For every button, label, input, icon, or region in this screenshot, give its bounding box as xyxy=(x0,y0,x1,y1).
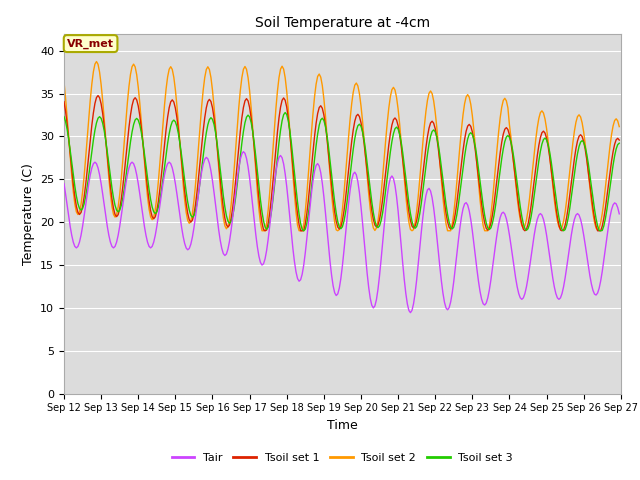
Tair xyxy=(255,253,263,259)
Tsoil set 3 xyxy=(300,228,308,234)
Tsoil set 3 xyxy=(588,184,595,190)
Tsoil set 3 xyxy=(253,168,261,174)
Tsoil set 2 xyxy=(306,151,314,156)
Tair xyxy=(246,175,253,181)
Tsoil set 2 xyxy=(258,228,266,234)
Tsoil set 3 xyxy=(306,199,314,205)
Tsoil set 3 xyxy=(128,129,136,135)
Title: Soil Temperature at -4cm: Soil Temperature at -4cm xyxy=(255,16,430,30)
Tair xyxy=(616,211,623,216)
Tsoil set 2 xyxy=(246,88,253,94)
Tsoil set 1 xyxy=(60,99,68,105)
Tsoil set 3 xyxy=(60,114,68,120)
Line: Tsoil set 2: Tsoil set 2 xyxy=(64,61,620,231)
Tsoil set 1 xyxy=(616,137,623,143)
Tsoil set 2 xyxy=(616,124,623,130)
Tsoil set 2 xyxy=(588,199,595,204)
Text: VR_met: VR_met xyxy=(67,38,114,49)
Tsoil set 3 xyxy=(244,112,252,118)
Line: Tsoil set 1: Tsoil set 1 xyxy=(64,96,620,231)
Tsoil set 2 xyxy=(60,79,68,85)
Tsoil set 3 xyxy=(226,220,234,226)
Legend: Tair, Tsoil set 1, Tsoil set 2, Tsoil set 3: Tair, Tsoil set 1, Tsoil set 2, Tsoil se… xyxy=(167,448,518,467)
Tsoil set 1 xyxy=(94,93,102,98)
Tsoil set 1 xyxy=(306,181,314,187)
Tsoil set 1 xyxy=(588,193,595,199)
Tsoil set 1 xyxy=(255,195,263,201)
Tair xyxy=(305,220,312,226)
Tsoil set 2 xyxy=(93,59,100,64)
Line: Tsoil set 3: Tsoil set 3 xyxy=(64,113,620,231)
Tsoil set 2 xyxy=(255,206,263,212)
Tsoil set 1 xyxy=(246,105,253,110)
Tsoil set 1 xyxy=(227,216,235,222)
Tair xyxy=(128,159,136,165)
Tsoil set 2 xyxy=(130,61,138,67)
Tair xyxy=(406,310,414,315)
Tsoil set 1 xyxy=(130,97,138,103)
Y-axis label: Temperature (C): Temperature (C) xyxy=(22,163,35,264)
Tsoil set 1 xyxy=(261,228,269,234)
Tsoil set 3 xyxy=(282,110,289,116)
Tair xyxy=(588,281,595,287)
Line: Tair: Tair xyxy=(64,152,620,312)
Tair xyxy=(226,239,234,244)
Tair xyxy=(60,180,68,186)
X-axis label: Time: Time xyxy=(327,419,358,432)
Tsoil set 3 xyxy=(616,140,623,146)
Tair xyxy=(239,149,247,155)
Tsoil set 2 xyxy=(227,203,235,208)
